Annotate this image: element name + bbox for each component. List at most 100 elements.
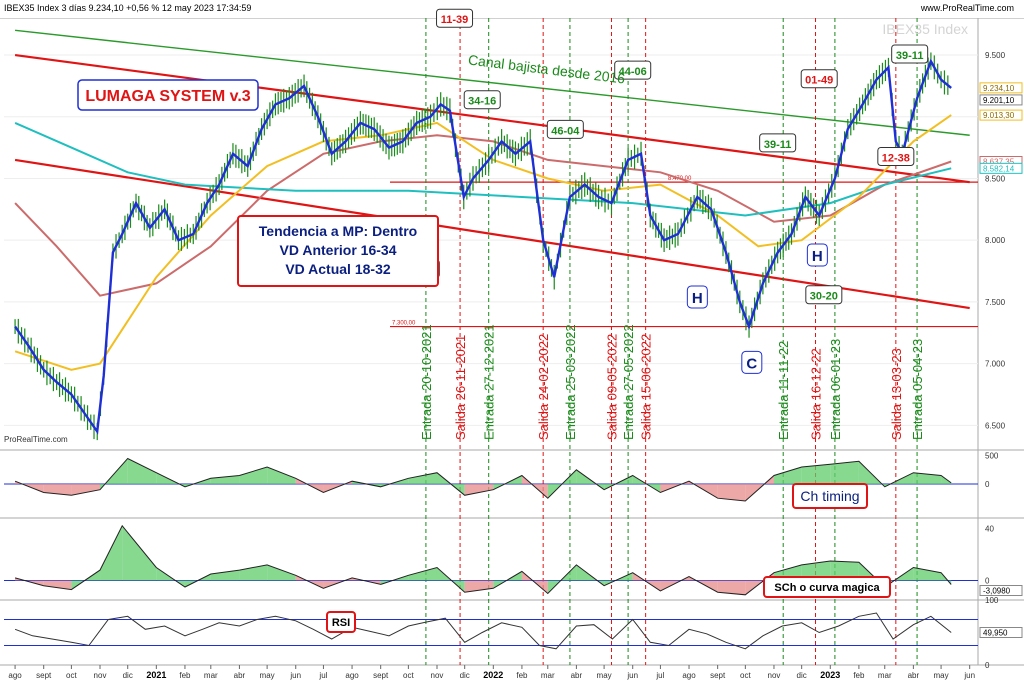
trend-box [237, 215, 439, 287]
price-tick-label: 8.000 [985, 236, 1006, 245]
annotation-box [546, 119, 584, 139]
signal-label: Entrada 05-04-23 [910, 339, 925, 440]
x-tick-label: jun [626, 671, 638, 680]
annotation-box [614, 60, 652, 80]
x-tick-label: abr [571, 671, 583, 680]
price-value-box [979, 109, 1023, 121]
x-tick-label: sept [36, 671, 52, 680]
site-url: www.ProRealTime.com [920, 3, 1014, 13]
watermark: IBEX35 Index [882, 21, 968, 37]
x-tick-label: feb [179, 671, 191, 680]
sch-tick-label: 40 [985, 524, 994, 533]
ch-timing-area [830, 461, 859, 484]
price-value-label: 9.013,30 [983, 111, 1015, 120]
x-tick-label: dic [460, 671, 470, 680]
signal-label: Entrada 06-01-23 [828, 339, 843, 440]
series-ma-yellow [14, 114, 952, 371]
ch-timing-tick-label: 0 [985, 480, 990, 489]
signal-label: Entrada 25-03-2022 [563, 324, 578, 440]
x-tick-label: dic [123, 671, 133, 680]
x-tick-label: may [260, 671, 275, 680]
ch-timing-area [127, 458, 157, 484]
x-tick-label: feb [516, 671, 528, 680]
annotation-box-label: 12-38 [882, 152, 910, 164]
ch-timing-area [913, 472, 942, 484]
chart-header: IBEX35 Index 3 días 9.234,10 +0,56 % 12 … [0, 0, 1024, 19]
system-box [77, 79, 259, 111]
sch-line [14, 524, 952, 596]
ch-timing-area [464, 484, 494, 496]
x-tick-label: jul [655, 671, 664, 680]
sch-area [100, 525, 123, 581]
price-value-label: 9.201,10 [983, 96, 1015, 105]
rsi-line [14, 612, 952, 650]
trend-label: VD Actual 18-32 [285, 261, 391, 277]
price-value-label: 8.637,35 [983, 158, 1015, 167]
channel-line-canal-bajista [15, 29, 970, 136]
ch-timing-line [14, 457, 952, 502]
signal-label: Entrada 27-12-2021 [482, 324, 497, 440]
rsi-title: RSI [332, 617, 350, 629]
x-tick-label: ago [345, 671, 359, 680]
rsi-tick-label: 100 [985, 596, 999, 605]
ch-timing-area [773, 467, 802, 484]
ch-timing-area [295, 478, 324, 493]
pattern-letter-box [741, 350, 763, 374]
annotation-box [891, 44, 929, 64]
signal-label: Salida 24-02-2022 [536, 334, 551, 440]
price-tick-label: 6.500 [985, 421, 1006, 430]
sch-area [122, 525, 157, 581]
instrument-title: IBEX35 Index 3 días 9.234,10 +0,56 % 12 … [4, 3, 252, 13]
ch-timing-area [408, 472, 437, 484]
annotation-box [800, 69, 838, 89]
x-tick-label: 2023 [820, 670, 840, 680]
annotation-box-label: 30-20 [810, 291, 838, 303]
x-tick-label: may [934, 671, 949, 680]
x-tick-label: sept [710, 671, 726, 680]
series-ma-brown [14, 134, 952, 297]
ch-timing-area [239, 467, 268, 484]
x-tick-label: jul [318, 671, 327, 680]
x-tick-label: abr [908, 671, 920, 680]
ch-timing-area [71, 484, 101, 496]
signal-label: Entrada 27-05-2022 [621, 324, 636, 440]
annotation-box [463, 90, 501, 110]
ch-timing-title: Ch timing [800, 488, 859, 504]
x-tick-label: dic [797, 671, 807, 680]
system-label: LUMAGA SYSTEM v.3 [85, 88, 250, 105]
x-tick-label: jun [963, 671, 975, 680]
annotation-box [436, 8, 474, 28]
price-value-label: 8.582,14 [983, 164, 1015, 173]
signal-label: Entrada 11-11-22 [776, 341, 791, 440]
trend-label: VD Anterior 16-34 [280, 242, 397, 258]
price-tick-label: 7.000 [985, 360, 1006, 369]
x-tick-label: mar [541, 671, 555, 680]
price-tick-label: 8.500 [985, 174, 1006, 183]
annotation-box-label: 46-04 [551, 125, 580, 137]
x-tick-label: abr [234, 671, 246, 680]
pattern-letter: C [746, 355, 757, 372]
annotation-box-label: 39-11 [764, 139, 792, 151]
price-value-label: 9.234,10 [983, 84, 1015, 93]
sch-area [717, 580, 746, 595]
x-tick-label: oct [66, 671, 77, 680]
rsi-tick-label: 0 [985, 661, 990, 670]
x-tick-label: mar [878, 671, 892, 680]
rsi-value-label: 49,950 [983, 629, 1008, 638]
x-tick-label: mar [204, 671, 218, 680]
channel-line-canal-inferior [14, 158, 970, 310]
x-tick-label: nov [431, 671, 444, 680]
sch-area [267, 564, 296, 581]
sch-area [464, 580, 494, 593]
ch-timing-area [43, 484, 72, 496]
annotation-box-label: 34-16 [468, 96, 496, 108]
series-fast-ma [14, 58, 952, 435]
sch-area [210, 570, 240, 581]
x-tick-label: nov [94, 671, 107, 680]
x-tick-label: oct [403, 671, 414, 680]
signal-label: Entrada 20-10-2021 [419, 324, 434, 440]
sch-value-box [979, 585, 1023, 597]
x-tick-label: ago [8, 671, 22, 680]
